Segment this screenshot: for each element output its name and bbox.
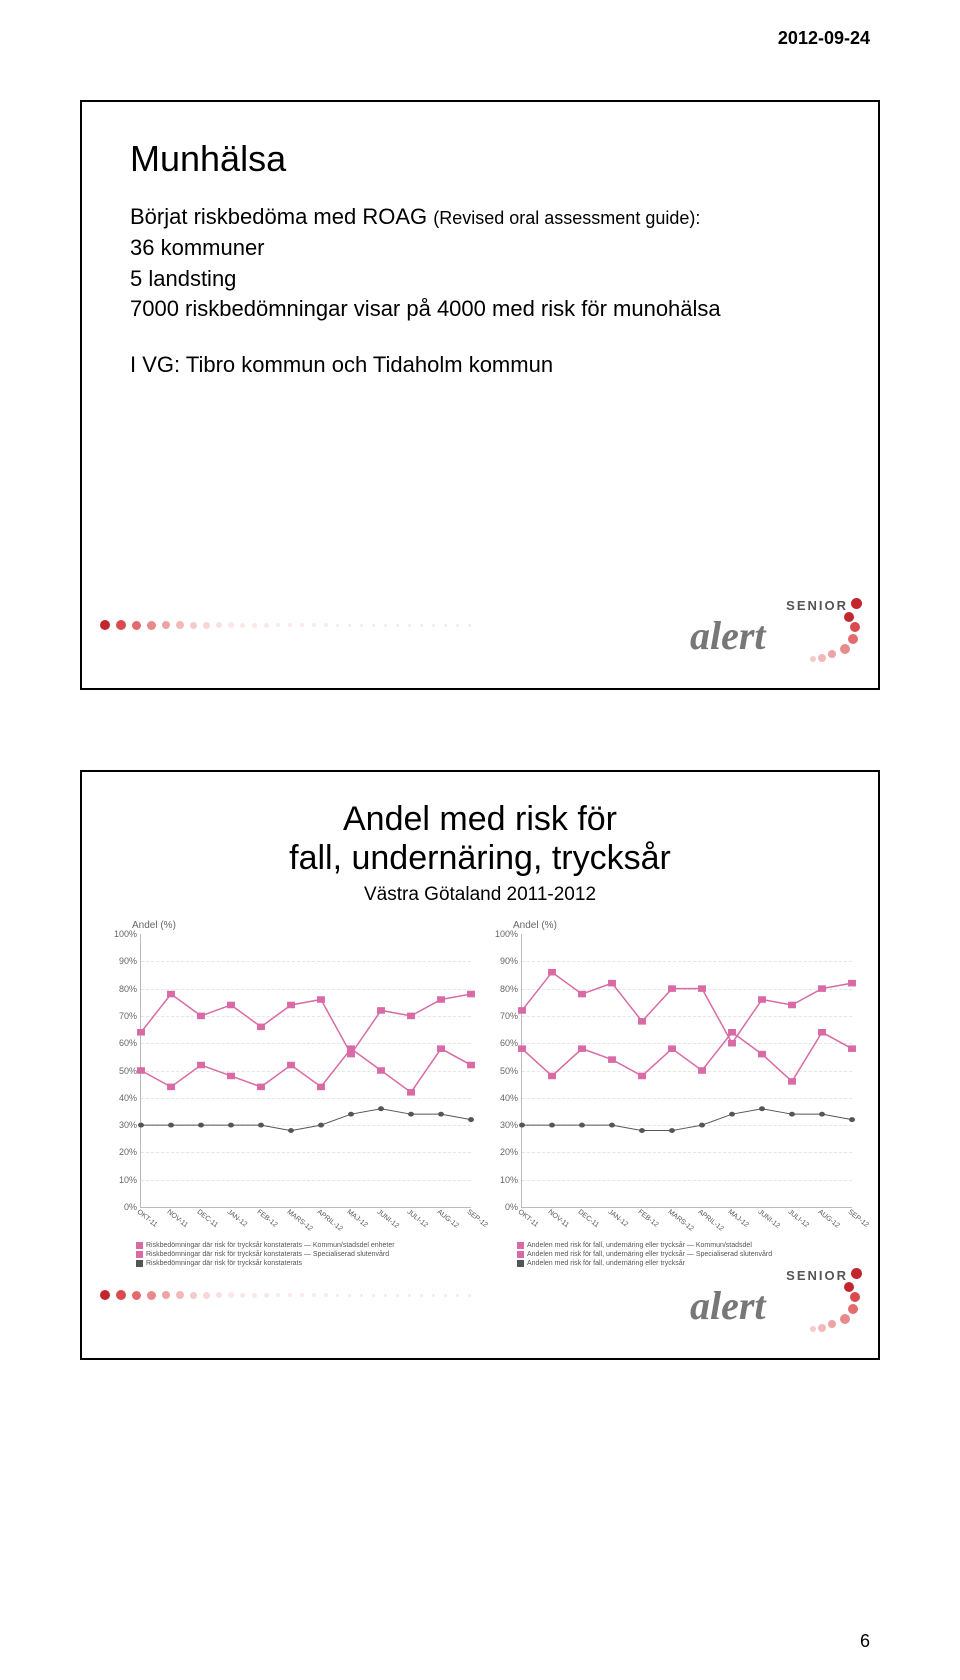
logo-red-dot-icon bbox=[851, 598, 862, 609]
dot-divider bbox=[100, 1290, 678, 1300]
logo-arc-dots-icon bbox=[810, 1280, 856, 1334]
chart-plot-1: 0%10%20%30%40%50%60%70%80%90%100%OKT-11N… bbox=[140, 934, 471, 1208]
slide1-lead: Börjat riskbedöma med ROAG bbox=[130, 204, 427, 229]
slide1-lead-sub: (Revised oral assessment guide): bbox=[433, 208, 700, 228]
slide1-vg: I VG: Tibro kommun och Tidaholm kommun bbox=[130, 352, 553, 378]
chart-ylabel-2: Andel (%) bbox=[513, 920, 557, 931]
logo-alert-text: alert bbox=[690, 612, 766, 659]
chart-ylabel-1: Andel (%) bbox=[132, 920, 176, 931]
logo-red-dot-icon bbox=[851, 1268, 862, 1279]
page-date: 2012-09-24 bbox=[778, 28, 870, 49]
slide2-subtitle: Västra Götaland 2011-2012 bbox=[82, 884, 878, 906]
senior-alert-logo: SENIOR alert bbox=[686, 1268, 856, 1336]
slide2-title-l1: Andel med risk för bbox=[343, 800, 617, 838]
senior-alert-logo: SENIOR alert bbox=[686, 598, 856, 666]
chart-legend-1: Riskbedömningar där risk för trycksår ko… bbox=[136, 1241, 473, 1268]
page-number: 6 bbox=[860, 1631, 870, 1652]
slide1-title: Munhälsa bbox=[130, 138, 286, 180]
slide1-line-0: 36 kommuner bbox=[130, 235, 265, 260]
slide1-line-1: 5 landsting bbox=[130, 266, 236, 291]
logo-arc-dots-icon bbox=[810, 610, 856, 664]
slide-andel-risk: Andel med risk för fall, undernäring, tr… bbox=[80, 770, 880, 1360]
slide1-body: Börjat riskbedöma med ROAG (Revised oral… bbox=[130, 202, 721, 325]
chart-right: Andel (%) 0%10%20%30%40%50%60%70%80%90%1… bbox=[489, 920, 856, 1270]
charts-container: Andel (%) 0%10%20%30%40%50%60%70%80%90%1… bbox=[108, 920, 856, 1270]
slide2-title-l2: fall, undernäring, trycksår bbox=[289, 839, 671, 877]
chart-legend-2: Andelen med risk för fall, undernäring e… bbox=[517, 1241, 854, 1268]
slide-munhalsa: Munhälsa Börjat riskbedöma med ROAG (Rev… bbox=[80, 100, 880, 690]
slide2-title: Andel med risk för fall, undernäring, tr… bbox=[82, 800, 878, 878]
logo-alert-text: alert bbox=[690, 1282, 766, 1329]
chart-plot-2: 0%10%20%30%40%50%60%70%80%90%100%OKT-11N… bbox=[521, 934, 852, 1208]
slide1-line-2: 7000 riskbedömningar visar på 4000 med r… bbox=[130, 296, 721, 321]
dot-divider bbox=[100, 620, 678, 630]
chart-left: Andel (%) 0%10%20%30%40%50%60%70%80%90%1… bbox=[108, 920, 475, 1270]
